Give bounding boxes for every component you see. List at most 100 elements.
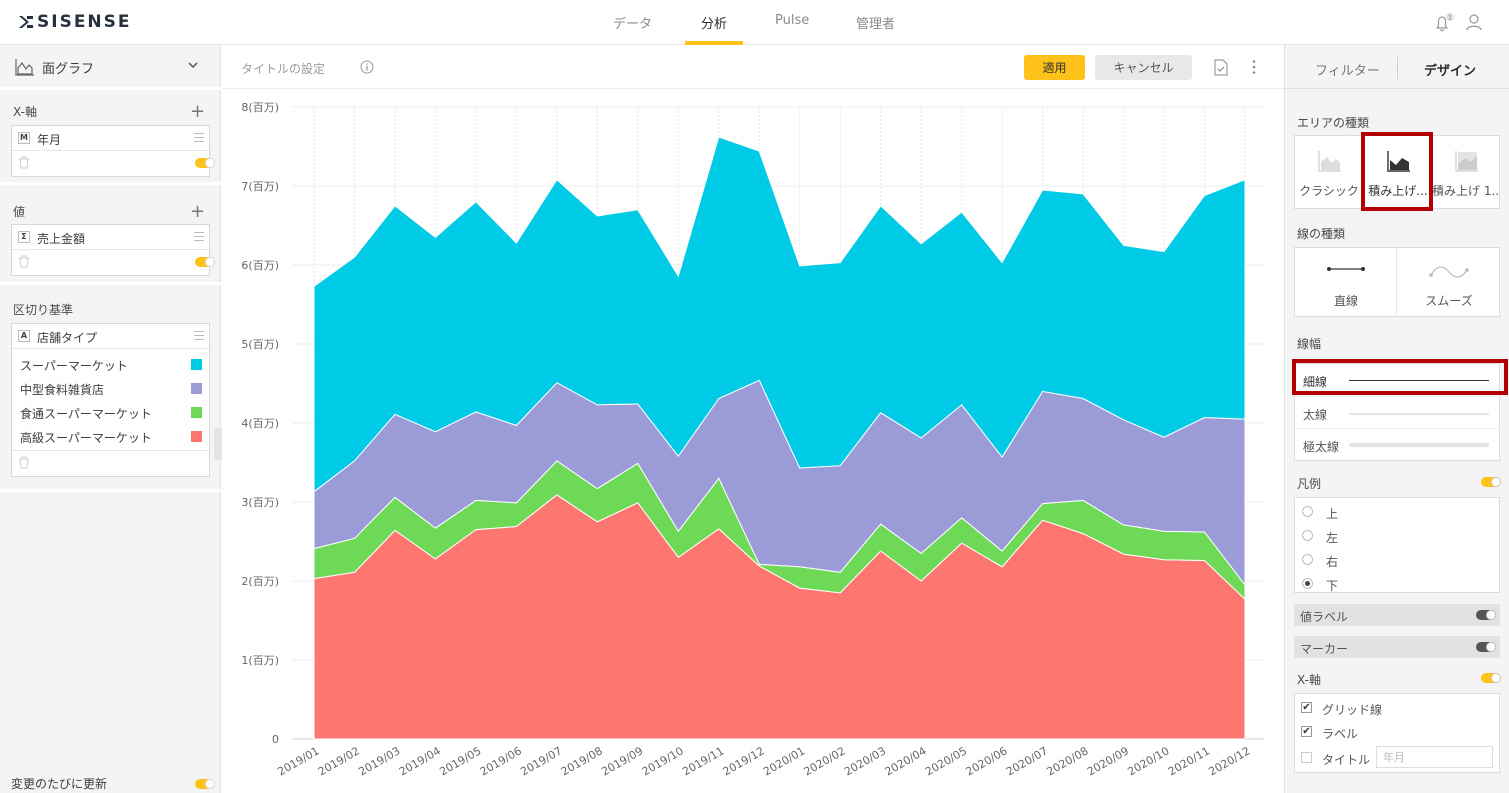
sisense-logo[interactable]: SISENSE <box>18 11 132 33</box>
legend-position-top[interactable]: 上 <box>1295 500 1501 524</box>
text-badge-icon: A <box>18 330 30 342</box>
x-tick-label: 2019/07 <box>518 744 564 778</box>
add-xaxis-button[interactable]: + <box>190 101 206 122</box>
color-swatch[interactable] <box>191 431 202 442</box>
widget-title-input[interactable]: タイトルの設定 <box>241 62 326 76</box>
xaxis-actions-row <box>12 151 215 176</box>
legend-position-bottom[interactable]: 下 <box>1295 572 1501 596</box>
checkbox-unchecked <box>1301 752 1312 763</box>
checkbox-label: グリッド線 <box>1322 703 1383 717</box>
area-type-stacked-100[interactable]: 積み上げ 1... <box>1432 136 1500 208</box>
line-width-thick[interactable]: 太線 <box>1295 396 1501 428</box>
notifications-button[interactable]: 1 <box>1434 13 1456 36</box>
markers-toggle[interactable] <box>1476 642 1496 652</box>
legend-position-right[interactable]: 右 <box>1295 548 1501 572</box>
x-tick-label: 2020/06 <box>964 744 1010 778</box>
breakby-field-row[interactable]: A 店舗タイプ <box>12 324 209 349</box>
x-tick-label: 2019/10 <box>640 744 686 778</box>
area-type-classic[interactable]: クラシック <box>1295 136 1363 208</box>
line-width-extra-thick[interactable]: 極太線 <box>1295 428 1501 460</box>
more-options-icon[interactable] <box>1252 59 1256 75</box>
drag-handle-icon[interactable] <box>194 331 204 340</box>
xaxis-labels-checkbox[interactable]: ✔ ラベル <box>1295 720 1501 744</box>
left-panel: 面グラフ X-軸 + M 年月 値 + Σ 売上金額 <box>0 45 221 793</box>
y-tick-label: 6(百万) <box>241 259 279 272</box>
breakby-field-label: 店舗タイプ <box>37 331 98 345</box>
nav-analytics[interactable]: 分析 <box>701 17 728 32</box>
user-menu-button[interactable] <box>1465 13 1483 34</box>
value-labels-toggle[interactable] <box>1476 610 1496 620</box>
y-tick-label: 4(百万) <box>241 417 279 430</box>
values-section-title: 値 <box>13 205 26 219</box>
area-series <box>313 136 1246 493</box>
tab-design[interactable]: デザイン <box>1424 64 1477 79</box>
xaxis-field-row[interactable]: M 年月 <box>12 126 209 151</box>
apply-button[interactable]: 適用 <box>1024 55 1085 80</box>
x-tick-label: 2020/10 <box>1125 744 1171 778</box>
drag-handle-icon[interactable] <box>194 232 204 241</box>
widget-type-selector[interactable]: 面グラフ <box>0 45 221 90</box>
breakby-item-label: スーパーマーケット <box>20 359 128 373</box>
x-tick-label: 2020/09 <box>1085 744 1131 778</box>
xaxis-title-input[interactable] <box>1376 746 1493 768</box>
breakby-item[interactable]: 食通スーパーマーケット <box>12 400 209 424</box>
auto-update-toggle[interactable] <box>195 779 215 789</box>
trash-icon[interactable] <box>18 255 30 268</box>
breakby-items: スーパーマーケット 中型食料雑貨店 食通スーパーマーケット 高級スーパーマーケッ… <box>12 349 209 451</box>
breakby-item[interactable]: 中型食料雑貨店 <box>12 376 209 400</box>
xaxis-panel: M 年月 <box>11 125 215 177</box>
cancel-button[interactable]: キャンセル <box>1095 55 1192 80</box>
nav-data[interactable]: データ <box>613 17 653 32</box>
line-type-smooth[interactable]: スムーズ <box>1398 248 1500 316</box>
chevron-down-icon <box>188 62 198 69</box>
main-nav: データ 分析 Pulse 管理者 <box>0 0 1509 45</box>
color-swatch[interactable] <box>191 407 202 418</box>
xaxis-toggle[interactable] <box>195 158 215 168</box>
xaxis-design-options: ✔ グリッド線 ✔ ラベル タイトル <box>1294 693 1500 773</box>
area-type-stacked[interactable]: 積み上げ... <box>1364 136 1432 208</box>
line-type-straight[interactable]: 直線 <box>1295 248 1397 316</box>
line-width-label: 極太線 <box>1303 440 1340 454</box>
x-tick-label: 2020/12 <box>1206 744 1252 778</box>
file-check-icon[interactable] <box>1214 59 1228 76</box>
line-width-thin[interactable]: 細線 <box>1295 364 1501 396</box>
trash-icon[interactable] <box>18 456 30 469</box>
radio-label: 下 <box>1326 579 1339 593</box>
y-tick-label: 0 <box>272 733 279 746</box>
value-field-row[interactable]: Σ 売上金額 <box>12 225 209 250</box>
radio-button <box>1302 554 1313 565</box>
tab-filters[interactable]: フィルター <box>1315 64 1380 79</box>
nav-pulse[interactable]: Pulse <box>775 13 810 28</box>
trash-icon[interactable] <box>18 156 30 169</box>
x-tick-label: 2020/07 <box>1004 744 1050 778</box>
breakby-item[interactable]: スーパーマーケット <box>12 352 209 376</box>
xaxis-design-toggle[interactable] <box>1481 673 1501 683</box>
radio-button <box>1302 506 1313 517</box>
nav-active-underline <box>685 41 743 45</box>
straight-line-icon <box>1327 267 1365 271</box>
x-tick-label: 2019/05 <box>437 744 483 778</box>
radio-button <box>1302 530 1313 541</box>
legend-position-left[interactable]: 左 <box>1295 524 1501 548</box>
value-toggle[interactable] <box>195 257 215 267</box>
drag-handle-icon[interactable] <box>194 133 204 142</box>
nav-admin[interactable]: 管理者 <box>856 17 896 32</box>
breakby-item-label: 食通スーパーマーケット <box>20 407 152 421</box>
line-type-label: スムーズ <box>1425 294 1473 308</box>
value-field-label: 売上金額 <box>37 232 86 246</box>
checkbox-checked: ✔ <box>1301 702 1312 713</box>
add-value-button[interactable]: + <box>190 201 206 222</box>
collapse-left-panel-handle[interactable] <box>214 428 222 460</box>
section-divider <box>0 182 221 185</box>
xaxis-title-checkbox[interactable]: タイトル <box>1295 746 1501 770</box>
legend-toggle[interactable] <box>1481 477 1501 487</box>
info-icon[interactable] <box>360 60 374 74</box>
line-width-options: 細線 太線 極太線 <box>1294 363 1501 461</box>
color-swatch[interactable] <box>191 359 202 370</box>
color-swatch[interactable] <box>191 383 202 394</box>
widget-title-bar: タイトルの設定 適用 キャンセル <box>222 45 1284 89</box>
breakby-item[interactable]: 高級スーパーマーケット <box>12 424 209 448</box>
xaxis-grid-checkbox[interactable]: ✔ グリッド線 <box>1295 696 1501 720</box>
x-tick-label: 2019/01 <box>275 744 321 778</box>
y-tick-label: 7(百万) <box>241 180 279 193</box>
